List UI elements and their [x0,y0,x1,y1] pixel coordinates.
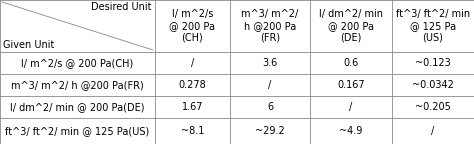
Text: ~0.205: ~0.205 [415,102,451,112]
Text: ~8.1: ~8.1 [181,126,204,136]
Text: l/ dm^2/ min @ 200 Pa(DE): l/ dm^2/ min @ 200 Pa(DE) [10,102,145,112]
Text: 0.278: 0.278 [179,80,206,90]
Text: l/ dm^2/ min
@ 200 Pa
(DE): l/ dm^2/ min @ 200 Pa (DE) [319,9,383,43]
Text: ft^3/ ft^2/ min @ 125 Pa(US): ft^3/ ft^2/ min @ 125 Pa(US) [5,126,150,136]
Text: 3.6: 3.6 [263,58,278,68]
Text: /: / [431,126,435,136]
Text: l/ m^2/s
@ 200 Pa
(CH): l/ m^2/s @ 200 Pa (CH) [170,9,216,43]
Text: 6: 6 [267,102,273,112]
Text: ~4.9: ~4.9 [339,126,363,136]
Text: ~0.0342: ~0.0342 [412,80,454,90]
Text: 1.67: 1.67 [182,102,203,112]
Text: /: / [268,80,272,90]
Text: Desired Unit: Desired Unit [91,2,152,12]
Text: /: / [191,58,194,68]
Text: ~29.2: ~29.2 [255,126,285,136]
Text: Given Unit: Given Unit [3,40,55,50]
Text: l/ m^2/s @ 200 Pa(CH): l/ m^2/s @ 200 Pa(CH) [21,58,134,68]
Text: m^3/ m^2/
h @200 Pa
(FR): m^3/ m^2/ h @200 Pa (FR) [241,9,299,43]
Text: /: / [349,102,353,112]
Text: 0.167: 0.167 [337,80,365,90]
Text: ~0.123: ~0.123 [415,58,451,68]
Text: ft^3/ ft^2/ min
@ 125 Pa
(US): ft^3/ ft^2/ min @ 125 Pa (US) [396,9,470,43]
Text: 0.6: 0.6 [343,58,359,68]
Text: m^3/ m^2/ h @200 Pa(FR): m^3/ m^2/ h @200 Pa(FR) [11,80,144,90]
